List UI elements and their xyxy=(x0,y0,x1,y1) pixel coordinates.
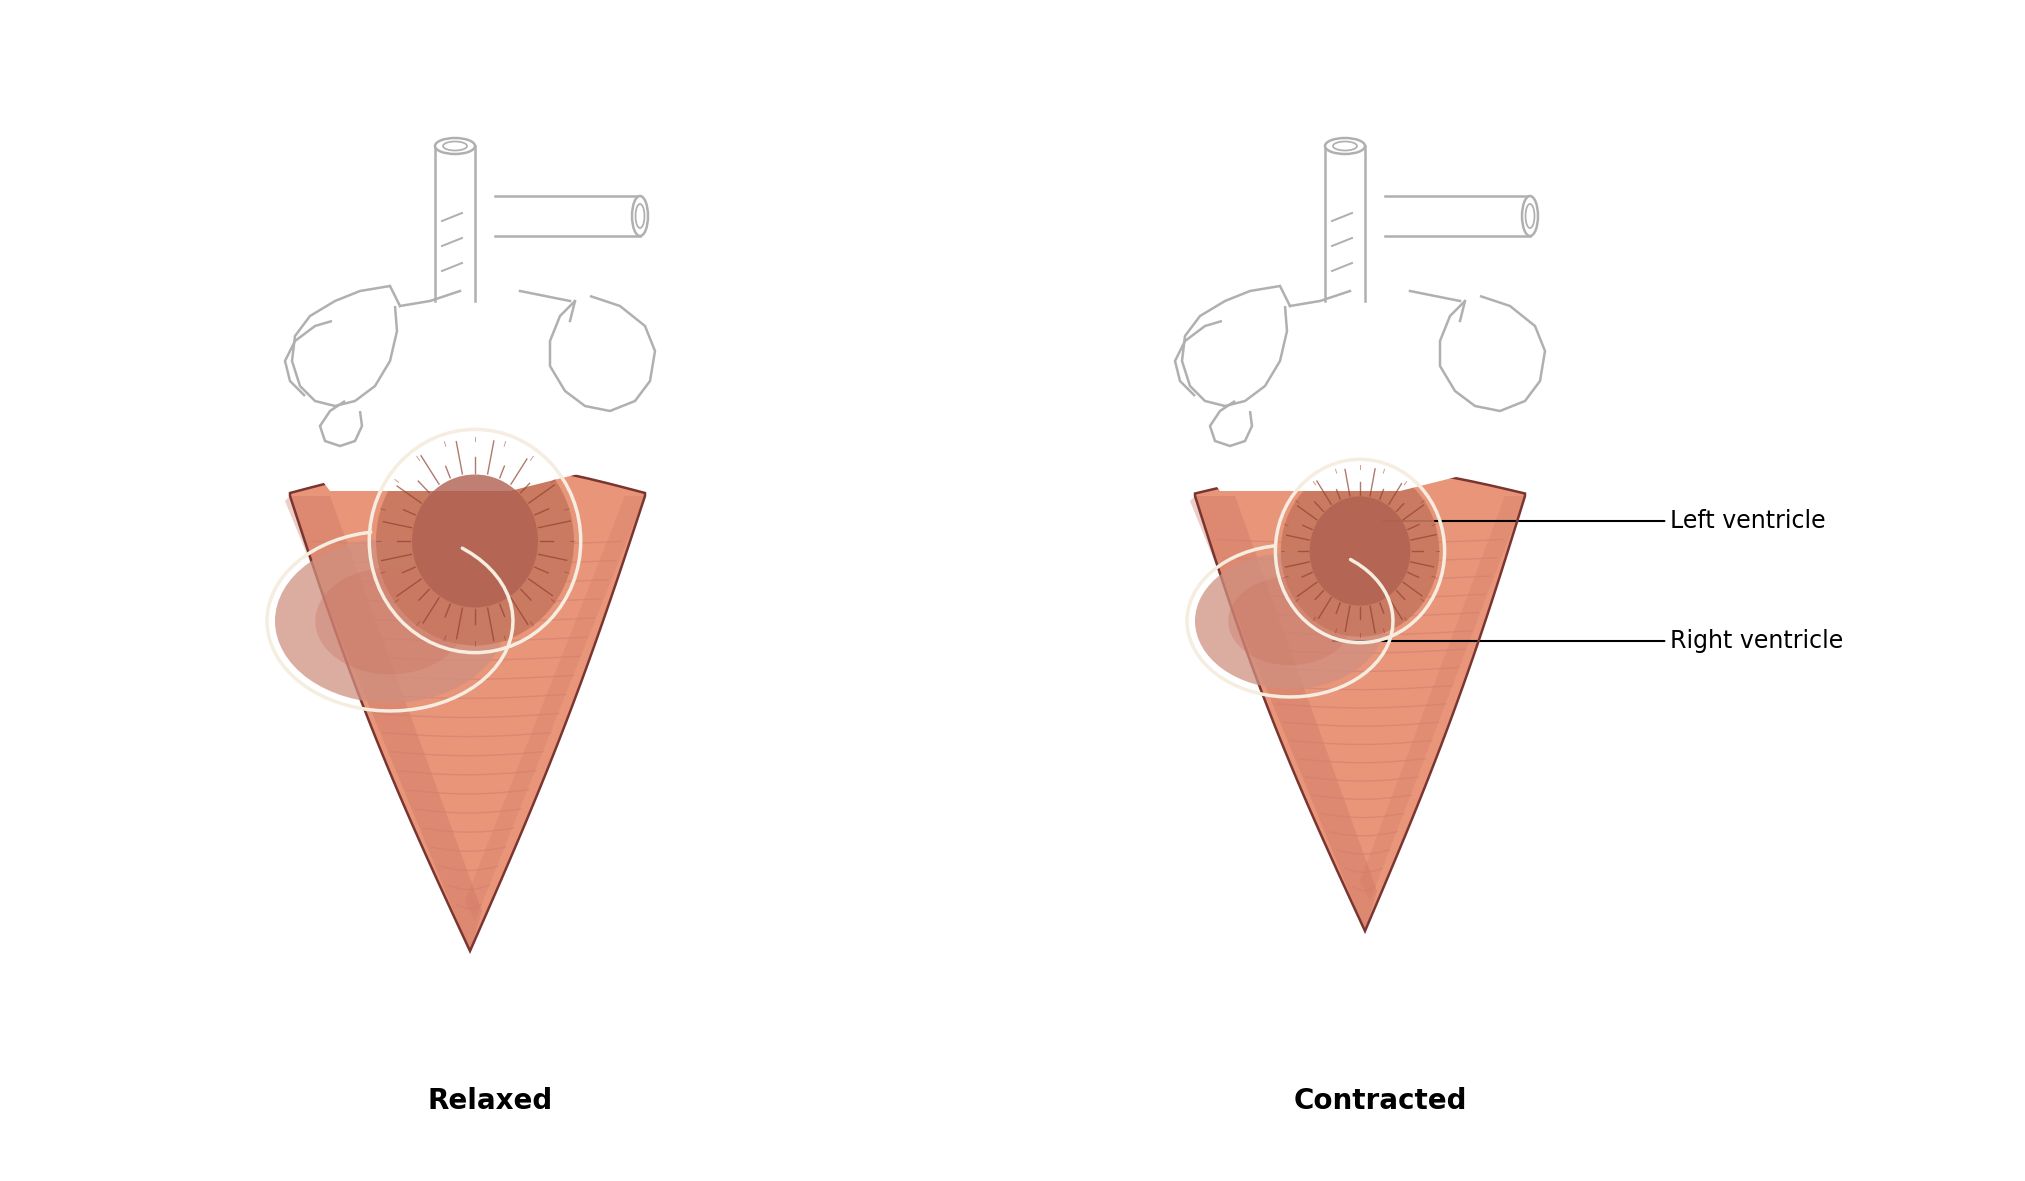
Polygon shape xyxy=(290,261,654,491)
Ellipse shape xyxy=(411,475,539,607)
Text: Left ventricle: Left ventricle xyxy=(1383,509,1827,533)
Polygon shape xyxy=(466,496,646,921)
Text: Right ventricle: Right ventricle xyxy=(1332,629,1843,653)
Ellipse shape xyxy=(1195,553,1385,689)
Ellipse shape xyxy=(316,568,466,674)
Polygon shape xyxy=(1191,496,1377,931)
Ellipse shape xyxy=(1324,138,1365,154)
Ellipse shape xyxy=(1310,496,1409,606)
Polygon shape xyxy=(1195,469,1525,931)
Ellipse shape xyxy=(1229,576,1353,665)
Ellipse shape xyxy=(377,437,573,646)
Polygon shape xyxy=(286,496,482,951)
Ellipse shape xyxy=(435,138,476,154)
Text: Relaxed: Relaxed xyxy=(427,1087,553,1115)
Ellipse shape xyxy=(1280,465,1440,637)
Polygon shape xyxy=(290,463,646,951)
Ellipse shape xyxy=(1523,196,1539,236)
Polygon shape xyxy=(1181,261,1545,491)
Text: Contracted: Contracted xyxy=(1294,1087,1466,1115)
Ellipse shape xyxy=(275,539,504,703)
Polygon shape xyxy=(1361,496,1525,901)
Ellipse shape xyxy=(632,196,648,236)
